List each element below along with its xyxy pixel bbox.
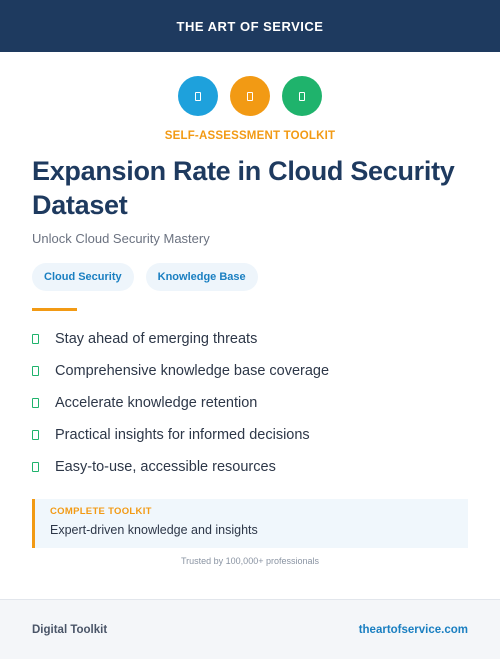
feature-text: Easy-to-use, accessible resources — [55, 459, 276, 475]
callout-label: COMPLETE TOOLKIT — [50, 506, 152, 517]
header-bar: THE ART OF SERVICE — [0, 0, 500, 52]
check-icon — [32, 462, 39, 472]
feature-list: Stay ahead of emerging threats Comprehen… — [32, 323, 468, 483]
icon-row — [0, 76, 500, 116]
tag-knowledge-base[interactable]: Knowledge Base — [145, 263, 258, 291]
check-icon — [32, 398, 39, 408]
trusted-note: Trusted by 100,000+ professionals — [180, 556, 319, 566]
footer-bar: Digital Toolkit theartofservice.com — [0, 599, 500, 659]
document-icon — [230, 76, 270, 116]
page-title: Expansion Rate in Cloud Security Dataset — [32, 156, 455, 220]
list-item: Easy-to-use, accessible resources — [32, 451, 468, 483]
document-glyph — [299, 91, 305, 101]
document-glyph — [247, 91, 253, 101]
accent-divider — [32, 308, 77, 311]
check-icon — [32, 430, 39, 440]
list-item: Comprehensive knowledge base coverage — [32, 355, 468, 387]
list-item: Stay ahead of emerging threats — [32, 323, 468, 355]
list-item: Practical insights for informed decision… — [32, 419, 468, 451]
check-icon — [32, 366, 39, 376]
tag-cloud-security[interactable]: Cloud Security — [32, 263, 134, 291]
check-icon — [32, 334, 39, 344]
toolkit-callout: COMPLETE TOOLKIT Expert-driven knowledge… — [32, 499, 468, 548]
toolkit-label: SELF-ASSESSMENT TOOLKIT — [164, 130, 336, 142]
document-glyph — [195, 91, 201, 101]
feature-text: Accelerate knowledge retention — [55, 395, 258, 411]
feature-text: Practical insights for informed decision… — [55, 427, 310, 443]
document-icon — [178, 76, 218, 116]
list-item: Accelerate knowledge retention — [32, 387, 468, 419]
feature-text: Stay ahead of emerging threats — [55, 331, 258, 347]
callout-text: Expert-driven knowledge and insights — [50, 523, 258, 537]
document-icon — [282, 76, 322, 116]
feature-text: Comprehensive knowledge base coverage — [55, 363, 330, 379]
website-link[interactable]: theartofservice.com — [358, 623, 468, 636]
brand-name: THE ART OF SERVICE — [176, 18, 324, 34]
tag-list: Cloud Security Knowledge Base — [32, 263, 468, 291]
page-subtitle: Unlock Cloud Security Mastery — [32, 231, 210, 246]
footer-label: Digital Toolkit — [32, 623, 108, 636]
